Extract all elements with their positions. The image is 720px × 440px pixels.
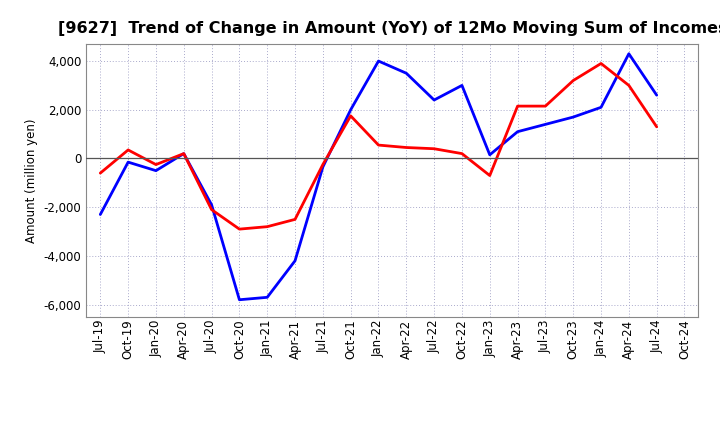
Ordinary Income	[541, 122, 550, 127]
Ordinary Income	[430, 97, 438, 103]
Net Income	[569, 78, 577, 83]
Net Income	[235, 227, 243, 232]
Net Income	[597, 61, 606, 66]
Ordinary Income	[374, 59, 383, 64]
Net Income	[430, 146, 438, 151]
Net Income	[346, 113, 355, 118]
Ordinary Income	[152, 168, 161, 173]
Net Income	[458, 151, 467, 156]
Net Income	[179, 151, 188, 156]
Ordinary Income	[124, 159, 132, 165]
Ordinary Income	[569, 114, 577, 120]
Net Income	[402, 145, 410, 150]
Net Income	[291, 217, 300, 222]
Net Income	[152, 162, 161, 167]
Net Income	[318, 162, 327, 167]
Net Income	[263, 224, 271, 229]
Ordinary Income	[318, 165, 327, 170]
Y-axis label: Amount (million yen): Amount (million yen)	[25, 118, 38, 242]
Ordinary Income	[291, 258, 300, 264]
Net Income	[207, 207, 216, 212]
Net Income	[652, 124, 661, 129]
Net Income	[513, 103, 522, 109]
Net Income	[541, 103, 550, 109]
Ordinary Income	[179, 151, 188, 156]
Legend: Ordinary Income, Net Income: Ordinary Income, Net Income	[233, 438, 552, 440]
Title: [9627]  Trend of Change in Amount (YoY) of 12Mo Moving Sum of Incomes: [9627] Trend of Change in Amount (YoY) o…	[58, 21, 720, 36]
Net Income	[124, 147, 132, 153]
Line: Ordinary Income: Ordinary Income	[100, 54, 657, 300]
Line: Net Income: Net Income	[100, 63, 657, 229]
Ordinary Income	[485, 152, 494, 158]
Ordinary Income	[652, 92, 661, 98]
Ordinary Income	[346, 107, 355, 112]
Ordinary Income	[597, 105, 606, 110]
Ordinary Income	[458, 83, 467, 88]
Net Income	[374, 143, 383, 148]
Net Income	[624, 83, 633, 88]
Net Income	[96, 170, 104, 176]
Ordinary Income	[624, 51, 633, 56]
Ordinary Income	[513, 129, 522, 134]
Ordinary Income	[402, 70, 410, 76]
Net Income	[485, 173, 494, 178]
Ordinary Income	[207, 202, 216, 207]
Ordinary Income	[96, 212, 104, 217]
Ordinary Income	[263, 295, 271, 300]
Ordinary Income	[235, 297, 243, 302]
